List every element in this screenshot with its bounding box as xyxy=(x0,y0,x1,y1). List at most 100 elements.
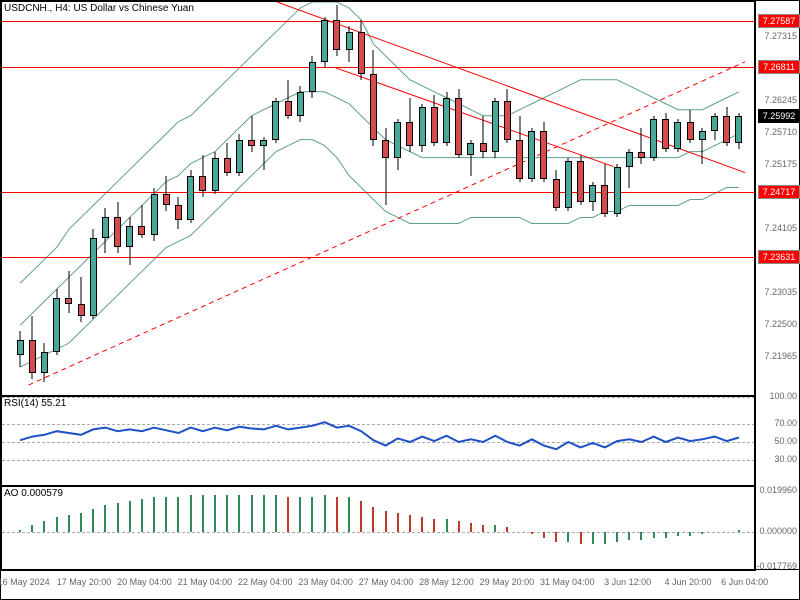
price-level-label: 7.23631 xyxy=(758,250,800,264)
chart-container: USDCNH., H4: US Dollar vs Chinese Yuan 7… xyxy=(0,0,800,600)
candle xyxy=(309,56,316,98)
candle xyxy=(187,170,194,224)
candle xyxy=(553,170,560,212)
ao-bar xyxy=(68,515,70,531)
y-tick-label: 7.25175 xyxy=(764,159,797,169)
rsi-tick-label: 50.00 xyxy=(774,436,797,446)
rsi-panel[interactable]: RSI(14) 55.21 xyxy=(1,396,756,486)
ao-bar xyxy=(458,521,460,531)
ao-bar xyxy=(92,509,94,531)
ao-bar xyxy=(56,517,58,531)
x-tick-label: 31 May 04:00 xyxy=(540,577,595,587)
rsi-tick-label: 70.00 xyxy=(774,418,797,428)
x-tick-label: 6 Jun 04:00 xyxy=(721,577,768,587)
rsi-tick-label: 30.00 xyxy=(774,454,797,464)
candle xyxy=(346,26,353,62)
candle xyxy=(90,229,97,319)
ao-bar xyxy=(677,532,679,536)
candle xyxy=(419,104,426,152)
ao-tick-label: 0.000000 xyxy=(759,526,797,536)
candle xyxy=(577,155,584,206)
ao-bar xyxy=(738,530,740,532)
ao-bar xyxy=(251,495,253,531)
ao-tick-label: 0.019960 xyxy=(759,485,797,495)
candle xyxy=(638,128,645,164)
candle xyxy=(236,134,243,176)
ao-bar xyxy=(555,532,557,542)
candle xyxy=(151,188,158,242)
candle xyxy=(272,98,279,143)
price-level-label: 7.27587 xyxy=(758,14,800,28)
candle xyxy=(382,128,389,206)
ao-bar xyxy=(43,521,45,531)
ao-bar xyxy=(153,497,155,531)
candle xyxy=(431,95,438,146)
candle xyxy=(297,86,304,122)
y-tick-label: 7.22500 xyxy=(764,319,797,329)
current-price-label: 7.25992 xyxy=(758,109,800,123)
y-tick-label: 7.24105 xyxy=(764,223,797,233)
x-tick-label: 28 May 12:00 xyxy=(419,577,474,587)
candle xyxy=(224,143,231,176)
main-price-panel[interactable]: USDCNH., H4: US Dollar vs Chinese Yuan 7… xyxy=(1,1,756,396)
ao-bar xyxy=(409,515,411,531)
candle xyxy=(41,343,48,382)
candle xyxy=(492,98,499,158)
candle xyxy=(175,197,182,230)
candle xyxy=(480,116,487,158)
ao-bar xyxy=(689,532,691,536)
ao-bar xyxy=(80,513,82,531)
candle xyxy=(248,116,255,152)
ao-bar xyxy=(482,525,484,531)
x-tick-label: 22 May 04:00 xyxy=(238,577,293,587)
candle xyxy=(674,119,681,152)
ao-bar xyxy=(385,511,387,531)
price-level-label: 7.26811 xyxy=(758,60,800,74)
candle xyxy=(212,152,219,194)
ao-bar xyxy=(653,532,655,538)
x-tick-label: 16 May 2024 xyxy=(0,577,50,587)
candle xyxy=(138,205,145,238)
ao-bar xyxy=(263,495,265,531)
ao-bar xyxy=(421,517,423,531)
ao-bar xyxy=(701,532,703,534)
chart-title: USDCNH., H4: US Dollar vs Chinese Yuan xyxy=(4,3,194,14)
ao-bar xyxy=(104,505,106,531)
ao-bar xyxy=(165,497,167,531)
ao-bar xyxy=(117,503,119,531)
candle xyxy=(455,89,462,158)
ao-bar xyxy=(640,532,642,540)
ao-bar xyxy=(336,497,338,531)
x-tick-label: 17 May 20:00 xyxy=(57,577,112,587)
candle xyxy=(394,119,401,170)
candle xyxy=(53,289,60,355)
trend-lines xyxy=(2,2,757,397)
candle xyxy=(65,271,72,313)
ao-bar xyxy=(604,532,606,544)
candle xyxy=(102,208,109,253)
candle xyxy=(504,89,511,143)
ao-bar xyxy=(226,495,228,531)
ao-bar xyxy=(531,532,533,534)
candle xyxy=(29,316,36,379)
ao-bar xyxy=(311,497,313,531)
ao-bar xyxy=(129,501,131,531)
candle xyxy=(358,20,365,80)
candle xyxy=(699,128,706,164)
ao-bar xyxy=(177,497,179,531)
candle xyxy=(723,107,730,146)
x-tick-label: 20 May 04:00 xyxy=(117,577,172,587)
x-tick-label: 29 May 20:00 xyxy=(480,577,535,587)
ao-bar xyxy=(141,499,143,531)
ao-bar xyxy=(470,523,472,531)
y-tick-label: 7.23035 xyxy=(764,287,797,297)
ao-bar xyxy=(238,495,240,531)
ao-bar xyxy=(19,530,21,532)
x-tick-label: 27 May 04:00 xyxy=(359,577,414,587)
y-tick-label: 7.21965 xyxy=(764,351,797,361)
ao-panel[interactable]: AO 0.000579 xyxy=(1,486,756,571)
x-tick-label: 4 Jun 20:00 xyxy=(665,577,712,587)
ao-bar xyxy=(287,497,289,531)
y-axis: 7.219657.225007.230357.235707.241057.246… xyxy=(754,1,799,571)
y-tick-label: 7.26245 xyxy=(764,95,797,105)
